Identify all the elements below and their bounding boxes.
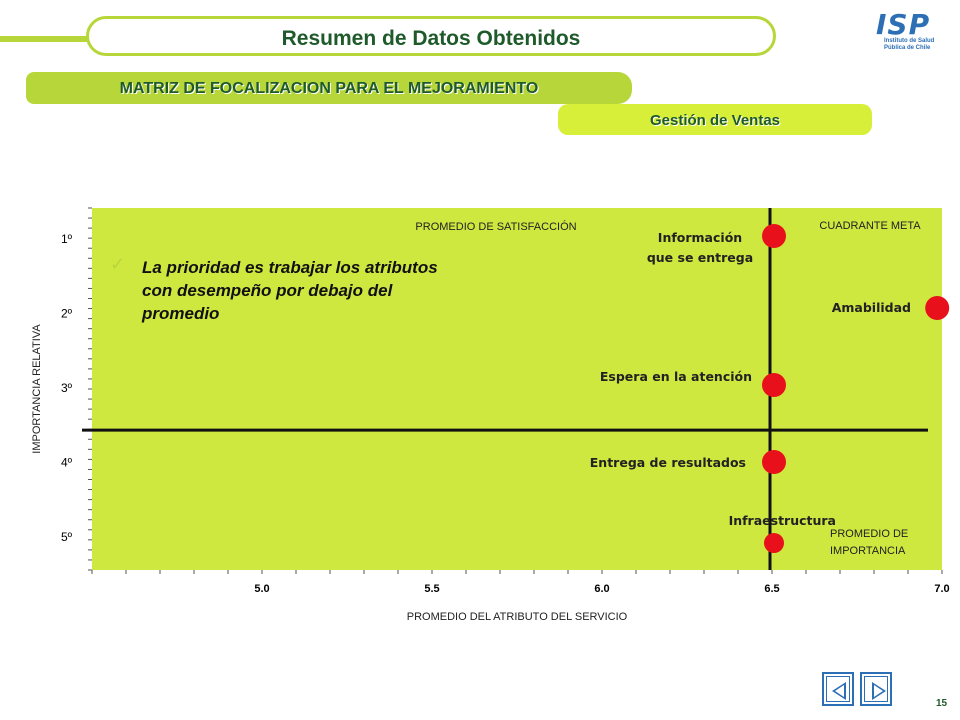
data-point: [925, 296, 950, 320]
y-tick-label: 1º: [61, 232, 73, 246]
check-icon: ✓: [110, 254, 126, 275]
x-axis-title: PROMEDIO DEL ATRIBUTO DEL SERVICIO: [407, 611, 628, 623]
triangle-left-icon: [832, 682, 846, 700]
logo-text: ISP: [876, 8, 931, 41]
logo-sub-line-1: Instituto de Salud: [884, 38, 935, 44]
y-axis-title: IMPORTANCIA RELATIVA: [31, 324, 43, 454]
triangle-right-icon: [872, 682, 886, 700]
focalization-matrix-chart: 1º 2º 3º 4º 5º 5.0 5.5 6.0 6.5 7.0 PROMEDIO DEL AT…: [31, 207, 950, 623]
y-tick-label: 3º: [61, 381, 73, 395]
subtitle: MATRIZ DE FOCALIZACION PARA EL MEJORAMIE…: [119, 80, 539, 97]
next-slide-button[interactable]: [860, 672, 892, 706]
x-tick-label: 7.0: [934, 583, 949, 595]
previous-slide-button[interactable]: [822, 672, 854, 706]
data-point-label: Espera en la atención: [600, 369, 752, 384]
section-title: Gestión de Ventas: [649, 112, 781, 129]
data-point-label: que se entrega: [647, 250, 753, 265]
data-point-label: Amabilidad: [832, 300, 911, 315]
importance-average-label-line-2: IMPORTANCIA: [830, 545, 906, 557]
data-point-label: Entrega de resultados: [590, 455, 746, 470]
priority-note-text: La prioridad es trabajar los atributos c…: [142, 258, 438, 323]
header-accent-band: [0, 36, 90, 42]
x-tick-label: 6.0: [594, 583, 609, 595]
y-tick-label: 4º: [61, 456, 73, 470]
x-tick-label: 5.5: [424, 583, 439, 595]
title-banner: Resumen de Datos Obtenidos: [86, 16, 776, 56]
importance-average-label-line-1: PROMEDIO DE: [830, 528, 908, 540]
subtitle-banner: MATRIZ DE FOCALIZACION PARA EL MEJORAMIE…: [26, 72, 632, 104]
logo-sub-line-2: Pública de Chile: [884, 45, 931, 51]
isp-logo: ISP Instituto de Salud Pública de Chile: [860, 8, 948, 52]
goal-quadrant-label: CUADRANTE META: [819, 220, 921, 232]
data-point: [762, 373, 786, 397]
logo-subtitle: Instituto de Salud Pública de Chile: [884, 38, 934, 52]
satisfaction-average-label: PROMEDIO DE SATISFACCIÓN: [415, 220, 576, 233]
data-point: [762, 450, 786, 474]
x-tick-label: 6.5: [764, 583, 779, 595]
plot-area: [92, 208, 942, 570]
y-tick-label: 5º: [61, 530, 73, 544]
page-title: Resumen de Datos Obtenidos: [281, 27, 581, 50]
data-point-label: Infraestructura: [729, 513, 836, 528]
y-tick-label: 2º: [61, 307, 73, 321]
data-point: [762, 224, 786, 248]
data-point: [764, 533, 784, 553]
x-tick-label: 5.0: [254, 583, 269, 595]
data-point-label: Información: [658, 230, 742, 245]
page-number: 15: [936, 698, 948, 709]
section-banner: Gestión de Ventas: [558, 104, 872, 135]
